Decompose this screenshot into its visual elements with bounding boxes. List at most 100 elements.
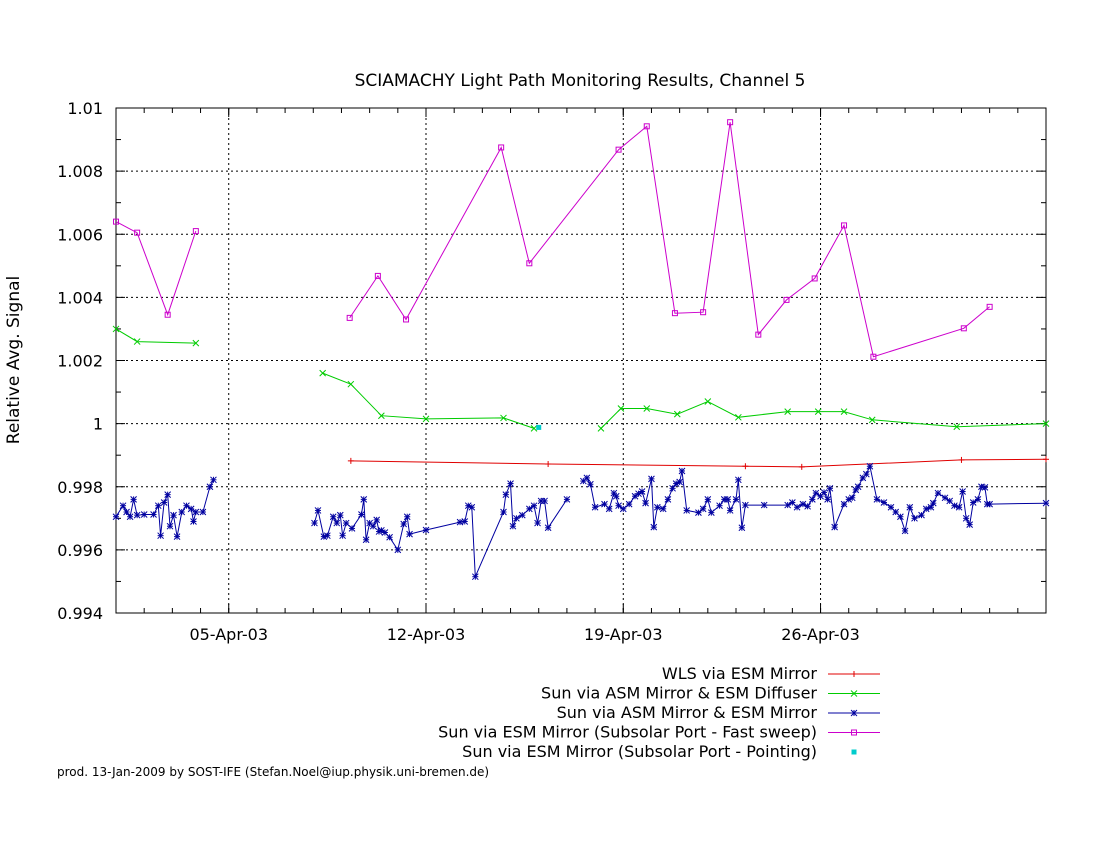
plot-frame — [115, 107, 1047, 614]
data-point — [157, 532, 164, 540]
data-point — [959, 488, 966, 495]
data-point — [653, 503, 661, 511]
series-1 — [347, 456, 1049, 470]
y-tick-label: 0.994 — [57, 604, 103, 623]
data-point — [742, 463, 749, 470]
data-point — [638, 488, 646, 495]
data-point — [953, 423, 961, 431]
data-point — [704, 398, 712, 405]
data-point — [150, 511, 157, 518]
data-point — [625, 500, 633, 508]
data-point — [648, 475, 655, 483]
legend-label: Sun via ASM Mirror & ESM Diffuser — [541, 684, 817, 703]
data-point — [498, 144, 505, 151]
data-point — [347, 380, 355, 388]
data-point — [545, 461, 552, 468]
data-point — [160, 499, 168, 506]
y-tick-label: 1.008 — [57, 162, 103, 181]
chart-title: SCIAMACHY Light Path Monitoring Results,… — [355, 71, 806, 91]
data-point — [643, 123, 650, 130]
data-point — [683, 507, 691, 514]
data-point — [873, 496, 881, 503]
data-point — [500, 414, 507, 422]
data-point — [966, 521, 974, 528]
data-point — [673, 410, 681, 418]
data-point — [1042, 420, 1050, 427]
data-point — [854, 483, 862, 491]
data-point — [403, 513, 411, 521]
data-point — [192, 228, 199, 235]
data-point — [123, 508, 130, 516]
legend-marker — [850, 709, 858, 717]
data-point — [724, 496, 732, 503]
data-point — [133, 338, 141, 345]
data-point — [183, 502, 190, 510]
data-point — [619, 505, 627, 513]
data-point — [669, 484, 676, 492]
data-point — [820, 489, 828, 496]
legend-label: Sun via ESM Mirror (Subsolar Port - Poin… — [462, 742, 817, 761]
data-point — [360, 496, 368, 503]
data-point — [166, 522, 174, 530]
data-point — [726, 507, 734, 514]
data-point — [587, 480, 594, 488]
data-point — [906, 503, 914, 511]
data-point — [738, 524, 746, 532]
y-tick-label: 1.01 — [67, 99, 103, 118]
x-tick-label: 26-Apr-03 — [781, 625, 860, 644]
data-point — [113, 218, 119, 225]
data-point — [500, 508, 507, 516]
data-point — [783, 296, 790, 303]
grid-lines — [116, 108, 1046, 613]
data-point — [324, 532, 331, 540]
data-point — [901, 527, 909, 535]
legend-marker — [851, 749, 857, 755]
data-point — [862, 470, 870, 478]
series-layer — [112, 119, 1050, 581]
data-point — [929, 499, 937, 507]
data-point — [164, 311, 171, 318]
data-point — [329, 513, 337, 521]
data-point — [755, 331, 762, 338]
data-point — [347, 457, 354, 464]
data-point — [346, 314, 353, 321]
data-point — [348, 525, 356, 532]
legend-marker — [850, 690, 858, 697]
data-point — [461, 518, 469, 525]
legend-marker — [851, 671, 857, 677]
data-point — [981, 484, 989, 491]
data-point — [422, 526, 430, 534]
data-point — [727, 119, 734, 126]
data-point — [597, 425, 605, 432]
data-point — [386, 533, 393, 541]
data-point — [502, 491, 510, 498]
data-point — [612, 492, 620, 500]
data-point — [134, 229, 141, 236]
data-point — [536, 424, 542, 430]
data-point — [958, 456, 965, 463]
y-tick-label: 0.996 — [57, 541, 103, 560]
series-line — [322, 372, 535, 429]
data-point — [1043, 456, 1049, 463]
data-point — [955, 503, 963, 511]
data-point — [841, 222, 848, 229]
data-point — [960, 325, 967, 332]
data-point — [840, 408, 848, 415]
data-point — [951, 502, 958, 510]
data-point — [986, 303, 993, 310]
data-point — [707, 509, 715, 516]
data-point — [934, 489, 942, 497]
data-point — [518, 511, 526, 519]
data-point — [824, 496, 831, 503]
data-point — [793, 503, 801, 511]
data-point — [311, 519, 318, 527]
data-point — [831, 523, 838, 531]
data-point — [319, 369, 327, 377]
data-point — [358, 511, 365, 518]
data-point — [112, 325, 120, 333]
y-tick-label: 1.002 — [57, 352, 103, 371]
y-tick-label: 1.004 — [57, 288, 103, 307]
data-point — [742, 501, 749, 509]
data-point — [206, 483, 214, 491]
data-point — [164, 491, 172, 498]
